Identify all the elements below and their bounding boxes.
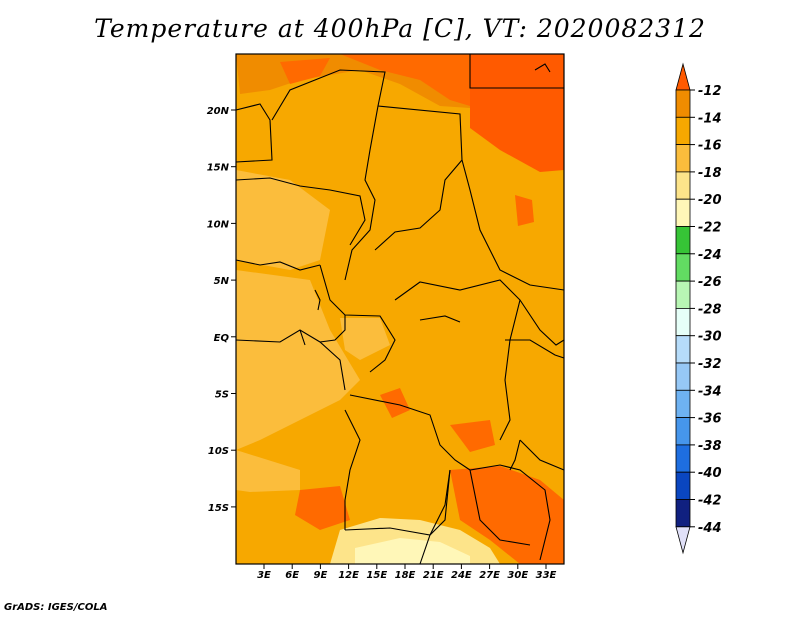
grads-credit: GrADS: IGES/COLA bbox=[4, 602, 108, 613]
lon-label: 30E bbox=[507, 570, 528, 581]
lon-label: 3E bbox=[257, 570, 271, 581]
map-frame bbox=[235, 53, 565, 565]
field-cool-southwest bbox=[236, 450, 300, 492]
field-warmer-southeast bbox=[450, 466, 564, 564]
colorbar-swatch bbox=[675, 253, 691, 282]
lon-label: 27E bbox=[479, 570, 500, 581]
field-cool-gulf bbox=[236, 270, 360, 450]
colorbar-swatch bbox=[675, 499, 691, 528]
colorbar-arrow-top bbox=[675, 62, 691, 91]
colorbar-label: -40 bbox=[698, 466, 722, 481]
field-warmer-spot bbox=[380, 388, 410, 418]
field-warmer-northeast bbox=[470, 54, 564, 172]
map-title: Temperature at 400hPa [C], VT: 202008231… bbox=[94, 14, 706, 43]
field-cool-congo bbox=[340, 318, 390, 360]
colorbar-label: -28 bbox=[698, 302, 722, 317]
colorbar-label: -32 bbox=[698, 357, 722, 372]
lat-label: 15S bbox=[208, 503, 229, 514]
field-cool-west bbox=[236, 170, 330, 270]
colorbar-label: -30 bbox=[698, 330, 722, 345]
lon-label: 9E bbox=[314, 570, 328, 581]
colorbar-swatch bbox=[675, 171, 691, 200]
colorbar-swatch bbox=[675, 362, 691, 391]
lon-label: 24E bbox=[451, 570, 472, 581]
colorbar-label: -14 bbox=[698, 111, 722, 126]
colorbar-label: -38 bbox=[698, 439, 722, 454]
colorbar-swatch bbox=[675, 116, 691, 146]
colorbar-label: -18 bbox=[698, 166, 722, 181]
lon-label: 15E bbox=[366, 570, 387, 581]
lat-label: 10S bbox=[208, 446, 229, 457]
colorbar-swatch bbox=[675, 280, 691, 309]
lon-label: 12E bbox=[338, 570, 359, 581]
colorbar-swatch bbox=[675, 144, 691, 173]
lat-label: 20N bbox=[207, 106, 230, 117]
field-coolest-south bbox=[355, 538, 470, 564]
lon-label: 33E bbox=[536, 570, 557, 581]
lat-label: EQ bbox=[214, 333, 230, 344]
colorbar: -12 -14 -16 -18 -20 -22 -24 -26 -28 -30 -32 -34 -36 -… bbox=[675, 62, 722, 555]
colorbar-arrow-bottom bbox=[675, 526, 691, 555]
colorbar-swatch bbox=[675, 389, 691, 418]
colorbar-swatch bbox=[675, 335, 691, 364]
lat-label: 15N bbox=[207, 163, 230, 174]
lat-axis: 20N 15N 10N 5N EQ 5S 10S 15S bbox=[207, 106, 236, 514]
field-warmer-north bbox=[340, 54, 470, 106]
lon-axis: 3E 6E 9E 12E 15E 18E 21E 24E 27E 30E 33E bbox=[257, 564, 557, 581]
field-warmer-nw bbox=[280, 58, 330, 84]
colorbar-label: -34 bbox=[698, 384, 722, 399]
colorbar-label: -36 bbox=[698, 412, 722, 427]
country-borders bbox=[235, 54, 565, 565]
colorbar-label: -44 bbox=[698, 521, 722, 536]
field-warmer-spot-3 bbox=[515, 195, 534, 226]
lat-label: 10N bbox=[207, 219, 230, 230]
colorbar-label: -12 bbox=[698, 84, 722, 99]
lat-label: 5N bbox=[214, 276, 230, 287]
lon-label: 6E bbox=[285, 570, 299, 581]
colorbar-swatch bbox=[675, 471, 691, 500]
lat-label: 5S bbox=[215, 390, 229, 401]
field-warmer-south-coast bbox=[295, 486, 350, 530]
colorbar-swatch bbox=[675, 89, 691, 118]
temperature-field bbox=[236, 54, 564, 564]
colorbar-label: -26 bbox=[698, 275, 722, 290]
colorbar-swatch bbox=[675, 226, 691, 255]
colorbar-label: -42 bbox=[698, 494, 722, 509]
lon-label: 18E bbox=[395, 570, 416, 581]
colorbar-label: -16 bbox=[698, 139, 722, 154]
colorbar-swatch bbox=[675, 444, 691, 473]
colorbar-label: -24 bbox=[698, 248, 722, 263]
colorbar-swatch bbox=[675, 417, 691, 446]
lon-label: 21E bbox=[423, 570, 444, 581]
colorbar-label: -22 bbox=[698, 221, 722, 236]
colorbar-swatch bbox=[675, 198, 691, 227]
colorbar-label: -20 bbox=[698, 193, 722, 208]
colorbar-swatch bbox=[675, 307, 691, 337]
field-warmer-spot-2 bbox=[450, 420, 495, 452]
